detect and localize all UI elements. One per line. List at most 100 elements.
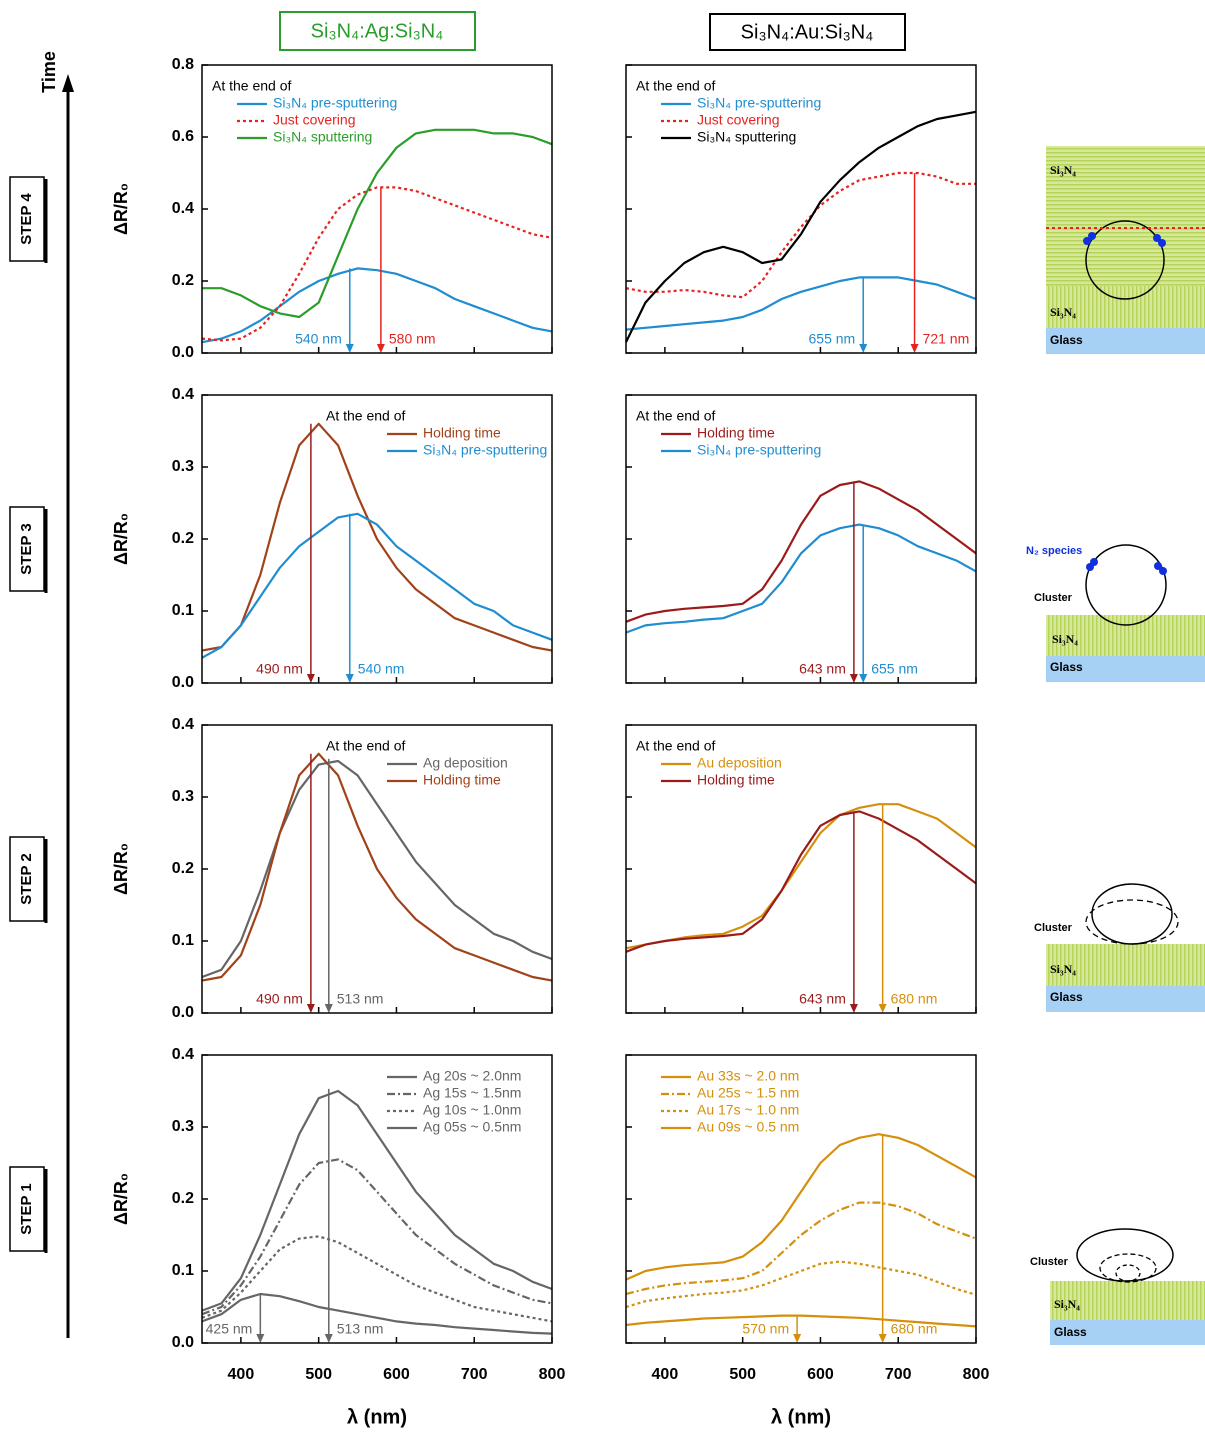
cluster <box>1085 544 1167 626</box>
peak-arrowhead <box>324 1334 333 1343</box>
layer <box>1050 1281 1205 1320</box>
peak-label: 580 nm <box>389 331 436 347</box>
peak-arrowhead <box>859 344 868 353</box>
legend-label: Just covering <box>273 112 355 128</box>
y-tick-label: 0.0 <box>172 1004 194 1021</box>
peak-label: 513 nm <box>337 991 384 1007</box>
legend-label: Si₃N₄ sputtering <box>273 129 372 145</box>
series-line <box>625 110 977 343</box>
y-axis-label: ΔR/R₀ <box>111 183 131 235</box>
y-axis-label: ΔR/R₀ <box>111 843 131 895</box>
peak-arrowhead <box>859 674 868 683</box>
legend-label: Ag 20s ~ 2.0nm <box>423 1068 521 1084</box>
y-tick-label: 0.0 <box>172 1334 194 1351</box>
series-line <box>625 803 977 950</box>
legend-label: Au 09s ~ 0.5 nm <box>697 1119 799 1135</box>
peak-label: 513 nm <box>337 1321 384 1337</box>
peak-label: 570 nm <box>742 1321 789 1337</box>
series-line <box>201 759 553 979</box>
cluster-outline <box>1115 1264 1141 1282</box>
peak-label: 655 nm <box>809 331 856 347</box>
legend-label: Au 25s ~ 1.5 nm <box>697 1085 799 1101</box>
legend-label: Si₃N₄ sputtering <box>697 129 796 145</box>
n2-dot <box>1158 239 1166 247</box>
y-tick-label: 0.1 <box>172 1262 194 1279</box>
peak-label: 643 nm <box>799 661 846 677</box>
layer <box>1046 615 1205 656</box>
y-tick-label: 0.1 <box>172 602 194 619</box>
panel: 0.0 0.1 0.2 0.3 0.4 ΔR/R₀ 490 nm 540 nm At the e… <box>111 386 553 691</box>
legend-title: At the end of <box>636 78 716 94</box>
peak-arrowhead <box>345 674 354 683</box>
peak-arrowhead <box>345 344 354 353</box>
legend-label: Holding time <box>423 425 501 441</box>
legend-label: Au deposition <box>697 755 782 771</box>
layer <box>1046 656 1205 682</box>
x-tick-label: 800 <box>963 1366 990 1383</box>
layer <box>1050 1320 1205 1345</box>
series-line <box>201 186 553 342</box>
peak-arrowhead <box>306 1004 315 1013</box>
series-line <box>201 1158 553 1316</box>
layer-label: Glass <box>1050 333 1083 347</box>
layer-label: Glass <box>1050 660 1083 674</box>
series-line <box>625 171 976 299</box>
legend-label: Ag deposition <box>423 755 508 771</box>
y-tick-label: 0.4 <box>172 716 194 733</box>
step-box <box>9 1166 45 1252</box>
plot-frame <box>201 394 553 684</box>
panel: 0.0 0.2 0.4 0.6 0.8 ΔR/R₀ 540 nm 580 nm At the e… <box>111 56 553 361</box>
y-tick-label: 0.0 <box>172 674 194 691</box>
peak-label: 680 nm <box>891 991 938 1007</box>
y-tick-label: 0.2 <box>172 272 194 289</box>
diagram-step4: Si₃N₄ Si₃N₄ Glass <box>1046 146 1205 354</box>
cluster-outline <box>1085 899 1179 945</box>
legend-label: Si₃N₄ pre-sputtering <box>423 442 547 458</box>
x-tick-label: 600 <box>383 1366 410 1383</box>
x-tick-label: 400 <box>652 1366 679 1383</box>
step-box <box>9 506 45 592</box>
legend-label: Ag 05s ~ 0.5nm <box>423 1119 521 1135</box>
panel: 0.0 0.1 0.2 0.3 0.4 400 500 600 700 800 ΔR/R₀ λ (nm… <box>111 1046 566 1428</box>
peak-label: 680 nm <box>891 1321 938 1337</box>
diagram-step3: N₂ species Cluster Si₃N₄ Glass <box>1026 544 1205 682</box>
plot-frame <box>201 1054 553 1344</box>
cluster <box>1085 220 1165 300</box>
plot-frame <box>625 724 977 1014</box>
layer <box>1046 146 1205 286</box>
panel: 400 500 600 700 800 λ (nm) 570 nm 680 nm Au 33s … <box>625 1054 990 1428</box>
peak-arrowhead <box>324 1004 333 1013</box>
peak-arrowhead <box>849 674 858 683</box>
layer <box>1046 328 1205 354</box>
layer-label: Si₃N₄ <box>1050 163 1076 177</box>
legend-label: Si₃N₄ pre-sputtering <box>273 95 397 111</box>
legend-label: Ag 15s ~ 1.5nm <box>423 1085 521 1101</box>
y-tick-label: 0.4 <box>172 386 194 403</box>
legend-title: At the end of <box>212 78 292 94</box>
x-tick-label: 500 <box>305 1366 332 1383</box>
peak-label: 643 nm <box>799 991 846 1007</box>
legend-title: At the end of <box>326 408 406 424</box>
peak-arrowhead <box>306 674 315 683</box>
peak-arrowhead <box>849 1004 858 1013</box>
series-line <box>201 267 553 344</box>
n2-dot <box>1153 234 1161 242</box>
peak-arrowhead <box>376 344 385 353</box>
layer-label: Glass <box>1054 1325 1087 1339</box>
column-header: Si₃N₄:Au:Si₃N₄ <box>741 21 874 43</box>
peak-arrowhead <box>256 1334 265 1343</box>
x-tick-label: 700 <box>461 1366 488 1383</box>
legend-label: Ag 10s ~ 1.0nm <box>423 1102 521 1118</box>
cluster <box>1076 1228 1174 1282</box>
peak-label: 490 nm <box>256 661 303 677</box>
legend-label: Holding time <box>697 772 775 788</box>
series-line <box>201 512 553 659</box>
plot-frame <box>625 1054 977 1344</box>
peak-label: 540 nm <box>295 331 342 347</box>
y-tick-label: 0.2 <box>172 860 194 877</box>
y-tick-label: 0.2 <box>172 1190 194 1207</box>
plot-frame <box>201 724 553 1014</box>
layer-label: Si₃N₄ <box>1050 305 1076 319</box>
n2-dot <box>1154 562 1162 570</box>
